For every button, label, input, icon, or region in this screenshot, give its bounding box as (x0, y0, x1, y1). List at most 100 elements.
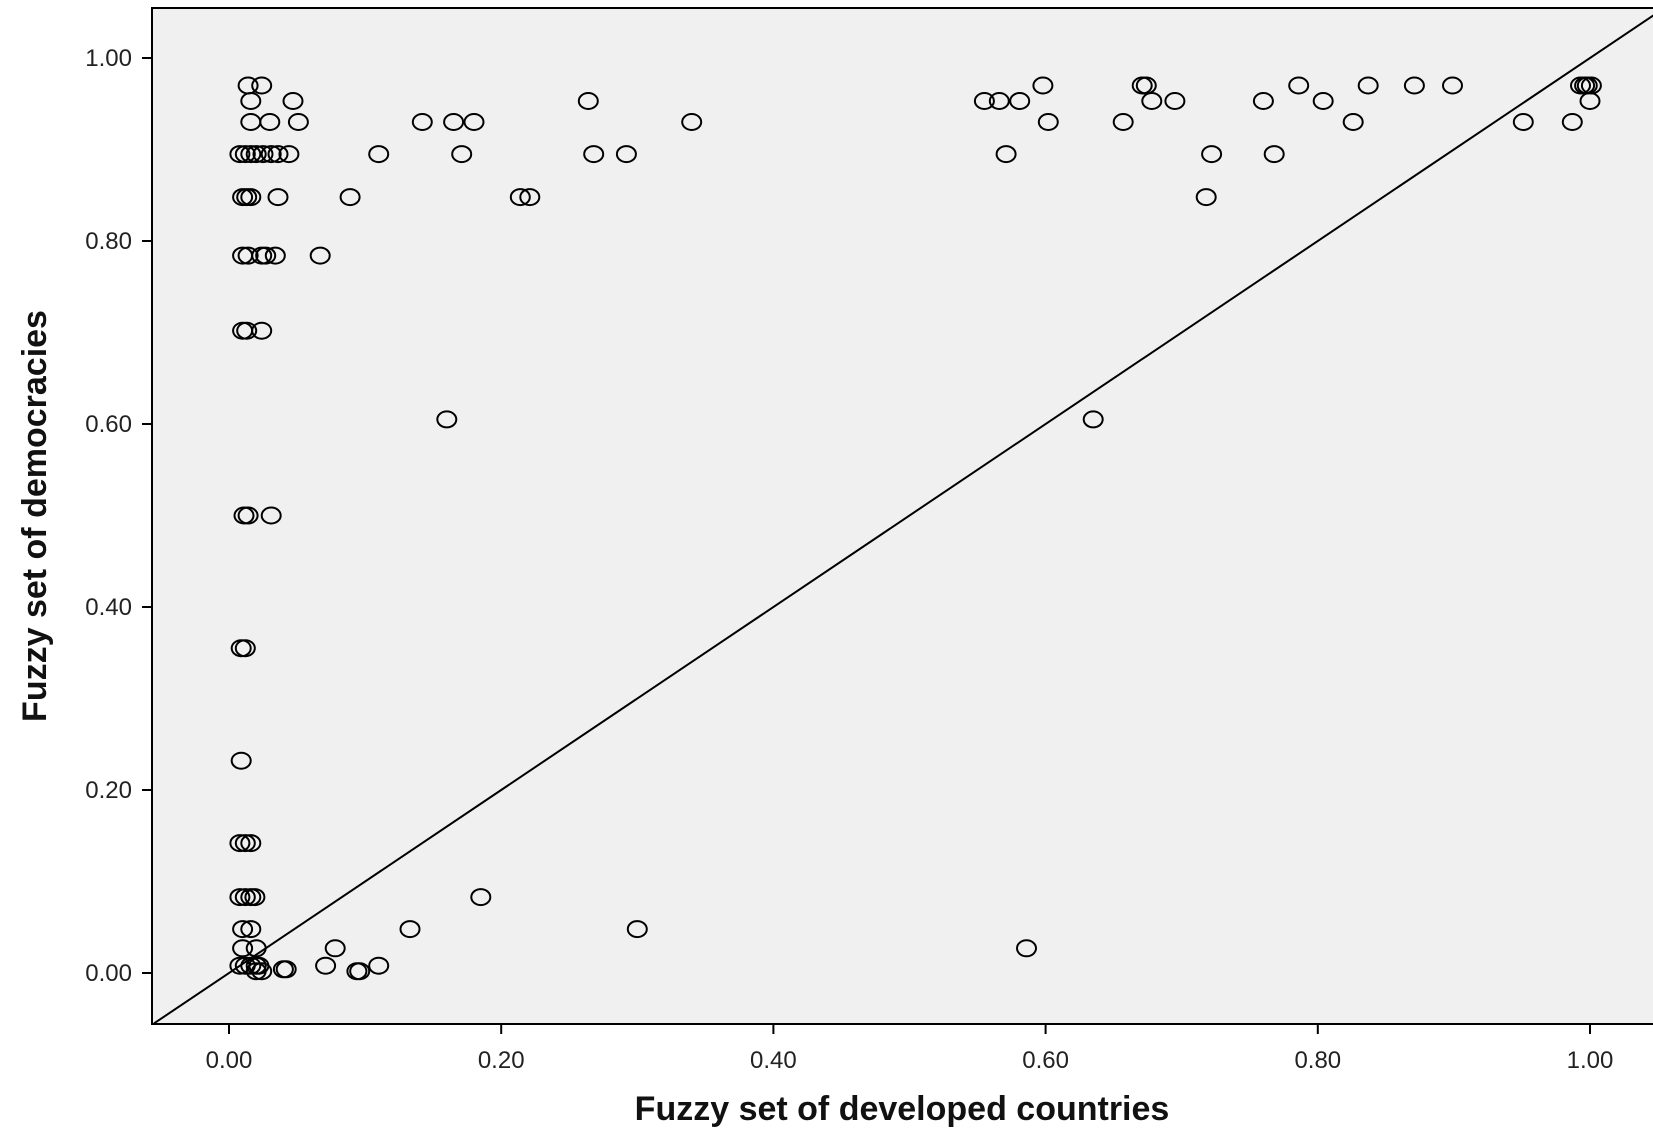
data-point (1357, 76, 1379, 95)
data-point (237, 246, 259, 265)
data-point (245, 145, 267, 164)
data-point (1252, 92, 1274, 110)
y-tick-label: 0.60 (85, 411, 132, 438)
data-point (1112, 113, 1134, 131)
data-point (252, 145, 274, 164)
data-point (260, 145, 282, 164)
data-point (236, 321, 258, 340)
data-point (229, 888, 251, 907)
plot-border (151, 7, 1653, 1025)
data-point (1037, 113, 1059, 131)
data-point (251, 76, 273, 95)
y-axis-title: Fuzzy set of democracies (16, 310, 54, 722)
data-point (436, 410, 458, 429)
data-point (244, 888, 266, 907)
data-point (399, 920, 421, 939)
data-point (251, 321, 273, 340)
data-point (615, 145, 637, 164)
data-point (230, 751, 252, 770)
x-tick-label: 0.00 (206, 1047, 253, 1074)
data-point (234, 145, 256, 164)
data-point (1082, 410, 1104, 429)
data-point (349, 962, 371, 981)
data-point (1580, 76, 1602, 95)
y-tick-label: 1.00 (85, 45, 132, 72)
data-point (681, 113, 703, 131)
x-tick-label: 0.80 (1294, 1047, 1341, 1074)
data-point (278, 145, 300, 164)
data-point (240, 834, 262, 853)
data-point (368, 956, 390, 975)
data-point (315, 956, 337, 975)
data-points (229, 76, 1602, 981)
x-tick-label: 0.40 (750, 1047, 797, 1074)
data-point (275, 960, 297, 979)
y-axis-ticks: 0.00 0.20 0.40 0.60 0.80 1.00 (85, 45, 152, 987)
x-tick-label: 1.00 (1567, 1047, 1614, 1074)
data-point (339, 188, 361, 207)
data-point (577, 92, 599, 110)
data-point (470, 888, 492, 907)
data-point (995, 145, 1017, 164)
data-point (1164, 92, 1186, 110)
data-point (234, 639, 256, 658)
data-point (232, 939, 254, 958)
data-point (1561, 113, 1583, 131)
data-point (1263, 145, 1285, 164)
data-point (973, 92, 995, 110)
y-tick-label: 0.40 (85, 594, 132, 621)
data-point (229, 145, 251, 164)
data-point (1009, 92, 1031, 110)
data-point (309, 246, 331, 265)
data-point (234, 834, 256, 853)
plot-area (152, 8, 1653, 1024)
data-point (1288, 76, 1310, 95)
data-point (234, 888, 256, 907)
data-point (463, 113, 485, 131)
data-point (267, 145, 289, 164)
data-point (245, 962, 267, 981)
data-point (260, 506, 282, 525)
data-point (411, 113, 433, 131)
data-point (324, 939, 346, 958)
y-tick-label: 0.80 (85, 228, 132, 255)
y-tick-label: 0.00 (85, 960, 132, 987)
data-point (1442, 76, 1463, 95)
data-point (988, 92, 1010, 110)
x-tick-label: 0.20 (478, 1047, 525, 1074)
data-point (1512, 113, 1534, 131)
data-point (519, 188, 541, 207)
data-point (255, 246, 277, 265)
data-point (1201, 145, 1223, 164)
reference-diagonal-line (153, 14, 1653, 1025)
y-tick-label: 0.20 (85, 777, 132, 804)
data-point (259, 113, 281, 131)
data-point (251, 962, 273, 981)
x-tick-label: 0.60 (1022, 1047, 1069, 1074)
data-point (509, 188, 531, 207)
data-point (264, 246, 286, 265)
data-point (240, 145, 262, 164)
data-point (451, 145, 473, 164)
data-point (229, 834, 251, 853)
data-point (1195, 188, 1217, 207)
data-point (1016, 939, 1037, 958)
x-axis-ticks: 0.00 0.20 0.40 0.60 0.80 1.00 (206, 1024, 1614, 1074)
data-point (282, 92, 304, 110)
data-point (237, 506, 259, 525)
data-point (1141, 92, 1163, 110)
data-point (232, 920, 254, 939)
data-point (1342, 113, 1364, 131)
data-point (240, 188, 262, 207)
data-point (583, 145, 605, 164)
data-point (1312, 92, 1334, 110)
data-point (443, 113, 465, 131)
data-point (626, 920, 648, 939)
data-point (240, 92, 262, 110)
data-point (1032, 76, 1054, 95)
data-point (1403, 76, 1425, 95)
x-axis-title: Fuzzy set of developed countries (635, 1090, 1170, 1128)
data-point (368, 145, 390, 164)
data-point (287, 113, 309, 131)
